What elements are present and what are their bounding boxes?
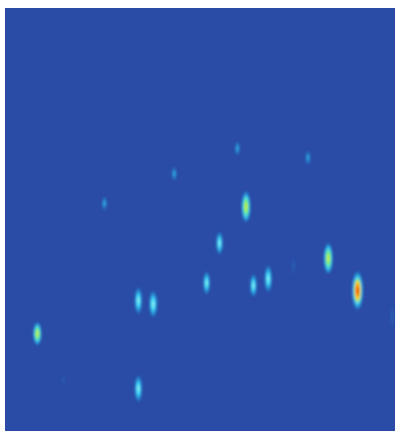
heatmap-peak-2 [101,194,108,212]
heatmap-peak-1 [32,321,43,347]
heatmap-peak-6 [240,189,252,224]
heatmap-peak-16 [61,372,66,388]
heatmap-peak-3 [171,165,178,183]
heatmap-peak-9 [351,269,364,312]
heatmap-peak-7 [215,230,224,256]
heatmap-peak-15 [134,373,143,404]
heatmap-peak-17 [389,299,396,334]
plot-background [5,8,395,431]
heatmap-peak-5 [304,149,312,167]
heatmap-peak-11 [249,272,258,299]
heatmap-peak-4 [234,139,241,157]
heatmap-peak-14 [148,289,158,319]
peaks-layer [32,139,396,404]
heatmap-peak-13 [134,285,143,316]
heatmap-peak-12 [202,270,211,296]
heatmap-peak-8 [323,241,334,276]
heatmap-peak-18 [290,253,297,279]
heatmap-peak-10 [263,263,273,294]
